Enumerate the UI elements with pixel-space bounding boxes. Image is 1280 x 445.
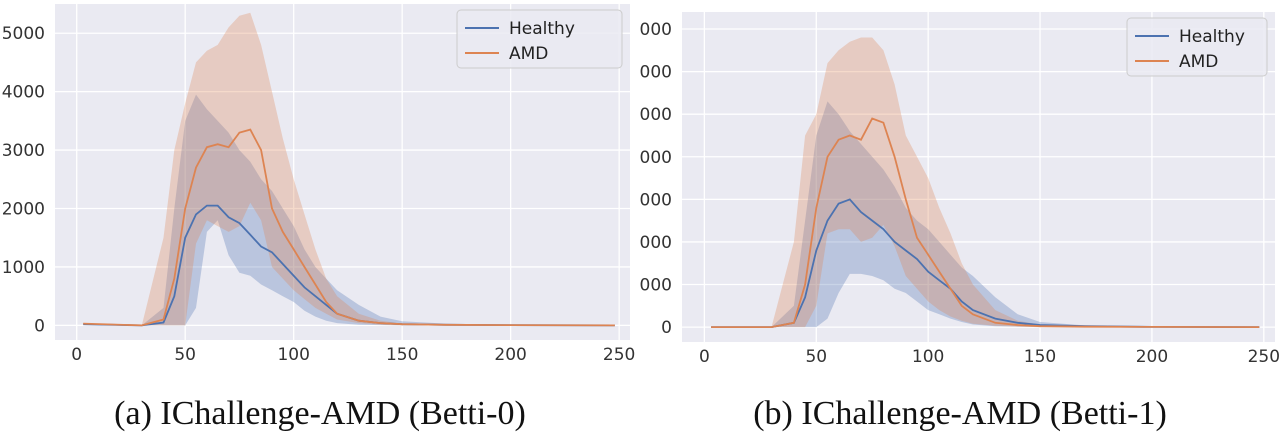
band-healthy (83, 94, 615, 326)
betti-1-chart: 0 50 100 150 200 250 0 1000 2000 3000 4000 5000 6000… (640, 12, 1280, 367)
legend-label-amd: AMD (1179, 52, 1218, 72)
y-tick-label: 0 (661, 318, 672, 338)
betti-0-chart: 0 50 100 150 200 250 0 1000 2000 3000 4000 5000 Heal… (2, 4, 635, 365)
y-tick-label: 3000 (2, 141, 45, 161)
line-amd (83, 128, 615, 327)
y-tick-label: 1000 (640, 276, 672, 296)
caption-a: (a) IChallenge-AMD (Betti-0) (0, 395, 640, 433)
legend-label-healthy: Healthy (1179, 27, 1245, 47)
caption-b-text: IChallenge-AMD (Betti-1) (801, 395, 1167, 432)
x-tick-label: 50 (805, 347, 827, 367)
x-tick-label: 0 (71, 345, 82, 365)
caption-a-letter: (a) (114, 395, 152, 432)
chart-panel-a: 0 50 100 150 200 250 0 1000 2000 3000 4000 5000 Heal… (0, 4, 640, 433)
x-tick-label: 100 (277, 345, 309, 365)
caption-a-text: IChallenge-AMD (Betti-0) (160, 395, 526, 432)
y-tick-label: 5000 (640, 105, 672, 125)
legend: Healthy AMD (456, 9, 623, 69)
y-tick-label: 2000 (2, 200, 45, 220)
legend-label-amd: AMD (509, 44, 548, 64)
caption-b-letter: (b) (753, 395, 793, 432)
x-tick-label: 100 (912, 347, 944, 367)
band-amd (711, 37, 1260, 328)
legend-label-healthy: Healthy (509, 19, 575, 39)
x-tick-label: 250 (603, 345, 635, 365)
y-tick-label: 7000 (640, 20, 672, 40)
line-amd (711, 117, 1260, 329)
y-tick-label: 0 (34, 316, 45, 336)
y-tick-label: 3000 (640, 190, 672, 210)
x-tick-label: 200 (1136, 347, 1168, 367)
legend: Healthy AMD (1126, 17, 1268, 77)
x-tick-label: 150 (1024, 347, 1056, 367)
x-tick-label: 150 (386, 345, 418, 365)
band-healthy (711, 101, 1260, 328)
x-tick-label: 50 (174, 345, 196, 365)
y-tick-label: 5000 (2, 24, 45, 44)
chart-panel-b: 0 50 100 150 200 250 0 1000 2000 3000 4000 5000 6000… (640, 0, 1280, 445)
caption-b: (b) IChallenge-AMD (Betti-1) (640, 395, 1280, 433)
y-tick-label: 4000 (640, 148, 672, 168)
y-tick-label: 2000 (640, 233, 672, 253)
y-tick-label: 4000 (2, 83, 45, 103)
x-tick-label: 250 (1248, 347, 1280, 367)
y-tick-label: 1000 (2, 258, 45, 278)
line-healthy (711, 198, 1260, 329)
x-tick-label: 200 (494, 345, 526, 365)
band-amd (83, 12, 615, 326)
y-tick-label: 6000 (640, 63, 672, 83)
x-tick-label: 0 (699, 347, 710, 367)
